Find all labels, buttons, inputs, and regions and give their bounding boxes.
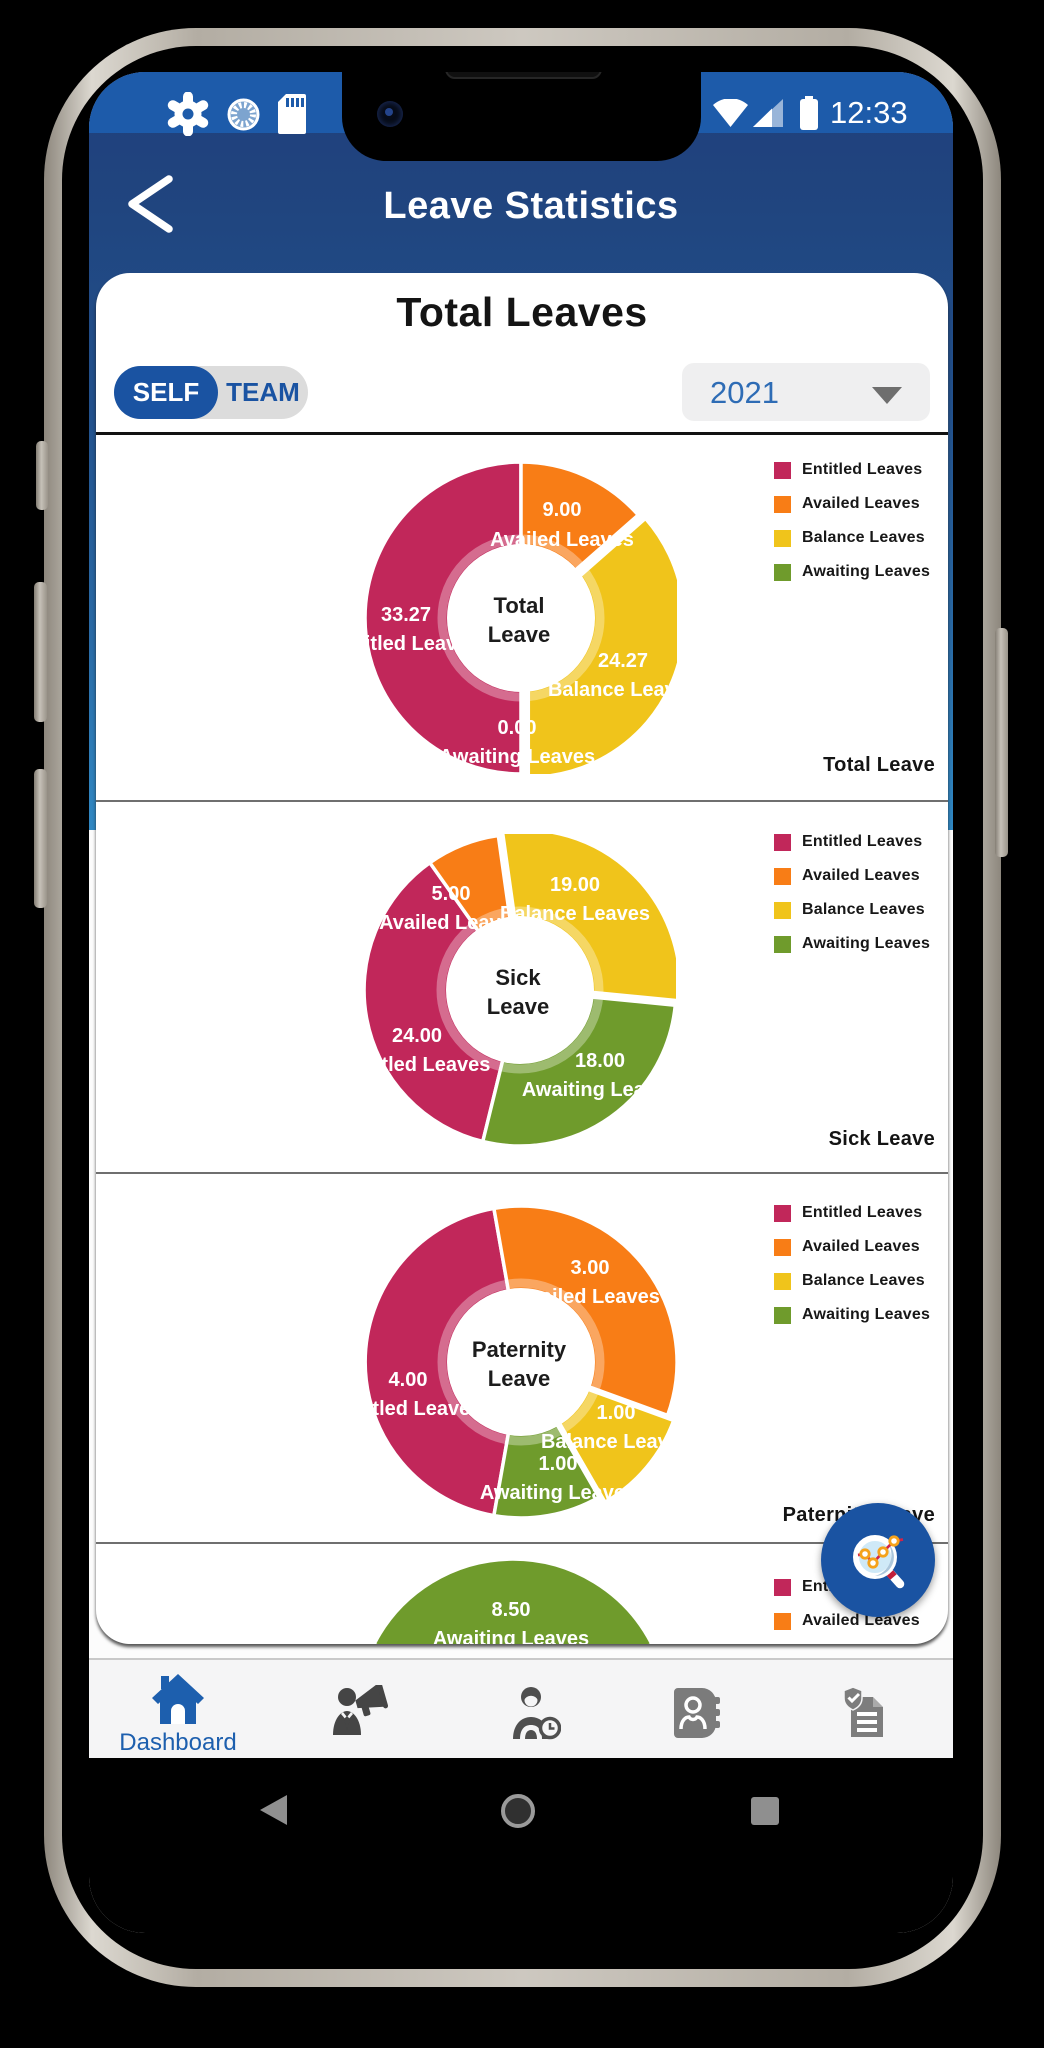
- svg-text:19.00: 19.00: [550, 874, 600, 896]
- svg-text:Leave: Leave: [488, 622, 550, 647]
- svg-text:9.00: 9.00: [543, 499, 582, 521]
- svg-text:Availed Leaves: Availed Leaves: [490, 529, 634, 551]
- svg-text:Entitled Leaves: Entitled Leaves: [364, 1054, 490, 1076]
- svg-text:5.00: 5.00: [432, 883, 471, 905]
- svg-text:3.00: 3.00: [571, 1257, 610, 1279]
- svg-text:0.00: 0.00: [498, 717, 537, 739]
- svg-text:1.00: 1.00: [539, 1453, 578, 1475]
- svg-text:Leave: Leave: [488, 1366, 550, 1391]
- svg-text:Availed Leaves: Availed Leaves: [379, 912, 523, 934]
- svg-text:24.27: 24.27: [598, 650, 648, 672]
- svg-text:24.00: 24.00: [392, 1025, 442, 1047]
- svg-text:Awaiting Leaves: Awaiting Leaves: [433, 1628, 589, 1644]
- svg-text:8.50: 8.50: [492, 1599, 531, 1621]
- svg-text:1.00: 1.00: [597, 1402, 636, 1424]
- svg-text:Awaiting Leaves: Awaiting Leaves: [480, 1482, 636, 1504]
- svg-text:Entitled Leaves: Entitled Leaves: [365, 1398, 481, 1420]
- svg-text:4.00: 4.00: [389, 1369, 428, 1391]
- svg-text:Balance Leaves: Balance Leaves: [548, 679, 677, 701]
- svg-text:Total: Total: [494, 593, 545, 618]
- svg-text:Availed Leaves: Availed Leaves: [516, 1286, 660, 1308]
- svg-text:Leave: Leave: [487, 994, 549, 1019]
- svg-text:Awaiting Leaves: Awaiting Leaves: [439, 746, 595, 768]
- svg-text:Awaiting Leaves: Awaiting Leaves: [522, 1079, 676, 1101]
- svg-text:Balance Leaves: Balance Leaves: [541, 1431, 677, 1453]
- svg-text:33.27: 33.27: [381, 604, 431, 626]
- svg-text:Balance Leaves: Balance Leaves: [500, 903, 650, 925]
- svg-text:Entitled Leaves: Entitled Leaves: [365, 633, 479, 655]
- svg-text:Paternity: Paternity: [472, 1337, 567, 1362]
- svg-text:18.00: 18.00: [575, 1050, 625, 1072]
- svg-text:Sick: Sick: [495, 965, 541, 990]
